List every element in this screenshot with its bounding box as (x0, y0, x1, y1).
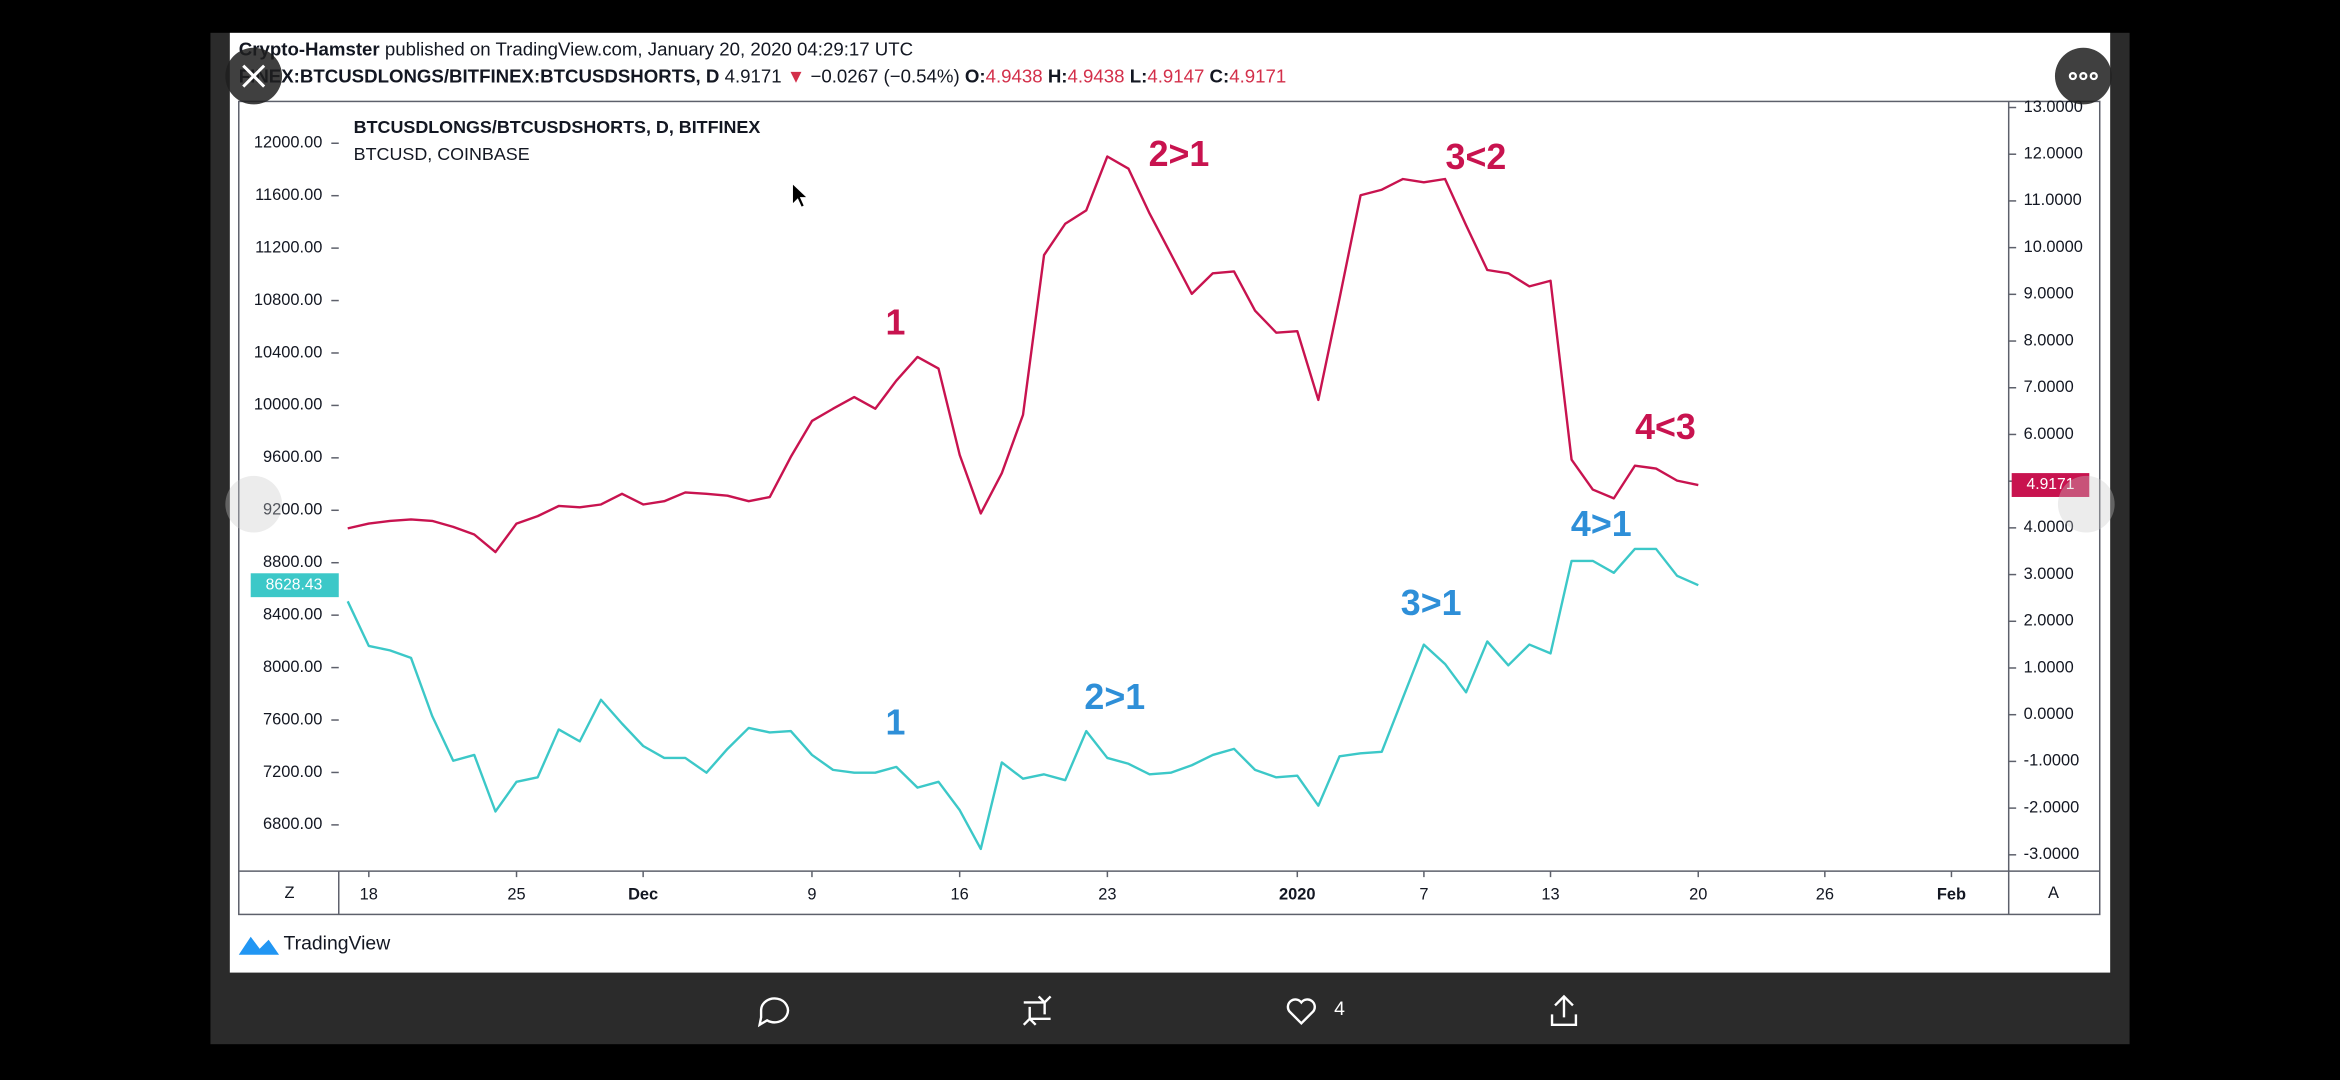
y-tick-label: 10800.00 (254, 291, 322, 309)
x-tick-label: 20 (1689, 885, 1707, 903)
price-tag (250, 573, 339, 598)
x-tick-label: 25 (507, 885, 525, 903)
symbol: FINEX:BTCUSDLONGS/BITFINEX:BTCUSDSHORTS,… (239, 65, 720, 86)
ohlc-value: 4.9147 (1147, 65, 1204, 86)
like-button[interactable] (1286, 998, 1316, 1026)
y-tick-label: 8000.00 (263, 658, 322, 676)
x-tick-label: 7 (1419, 885, 1428, 903)
annotation: 1 (885, 303, 905, 343)
retweet-button[interactable] (1022, 995, 1052, 1026)
y2-tick-label: 7.0000 (2024, 378, 2074, 396)
y-tick-label: 6800.00 (263, 815, 322, 833)
price-tag-label: 4.9171 (2027, 476, 2075, 493)
symbol-line: FINEX:BTCUSDLONGS/BITFINEX:BTCUSDSHORTS,… (239, 65, 1286, 86)
y2-tick-label: 8.0000 (2024, 331, 2074, 349)
brand: TradingView (284, 932, 392, 954)
x-tick-label: 16 (951, 885, 969, 903)
last: 4.9171 (725, 65, 782, 86)
more-button[interactable] (2054, 47, 2112, 105)
annotation: 2>1 (1084, 677, 1145, 717)
y-tick-label: 10000.00 (254, 396, 322, 414)
y-tick-label: 9600.00 (263, 448, 322, 466)
change: −0.0267 (−0.54%) (810, 65, 959, 86)
price-tag-label: 8628.43 (266, 576, 323, 593)
y2-tick-label: 11.0000 (2024, 191, 2082, 209)
x-tick-label: Dec (628, 885, 658, 903)
annotation: 1 (885, 702, 905, 742)
action-bar (757, 994, 1578, 1028)
more-icon (2068, 71, 2098, 81)
x-tick-label: 2020 (1279, 885, 1316, 903)
ohlc-label: C: (1210, 65, 1230, 86)
mouse-cursor (791, 182, 809, 209)
x-tick-label: 26 (1816, 885, 1834, 903)
x-tick-label: Feb (1937, 885, 1966, 903)
arrow: ▼ (787, 65, 805, 86)
ohlc-label: L: (1130, 65, 1148, 86)
series-line (347, 155, 1699, 554)
chart-frame (238, 100, 2101, 916)
series-line (346, 547, 1699, 851)
x-tick-label: 23 (1098, 885, 1116, 903)
y-tick-label: 9200.00 (263, 501, 322, 519)
annotation: 3>1 (1401, 583, 1462, 623)
annotation: 3<2 (1446, 137, 1507, 177)
y2-tick-label: 4.0000 (2024, 518, 2074, 536)
x-tick-label: 18 (360, 885, 378, 903)
annotation: 2>1 (1149, 134, 1210, 174)
author: Crypto-Hamster (239, 39, 380, 60)
y2-tick-label: -2.0000 (2024, 798, 2080, 816)
y2-tick-label: 10.0000 (2024, 238, 2083, 256)
frame-outer (238, 100, 2101, 916)
legend-entry: BTCUSD, COINBASE (354, 144, 530, 164)
x-tick-label: 13 (1541, 885, 1559, 903)
y2-tick-label: 6.0000 (2024, 425, 2074, 443)
y2-tick-label: -3.0000 (2024, 845, 2080, 863)
legend-entry: BTCUSDLONGS/BTCUSDSHORTS, D, BITFINEX (354, 117, 761, 137)
y-tick-label: 10400.00 (254, 343, 322, 361)
ohlc-label: H: (1048, 65, 1068, 86)
y2-tick-label: 2.0000 (2024, 612, 2074, 630)
plot: 12000.00 11600.00 11200.00 10800.00 10400.00… (250, 98, 2090, 903)
next-button[interactable] (2057, 475, 2115, 533)
reply-button[interactable] (757, 997, 790, 1028)
chart-image (229, 32, 2111, 973)
y2-tick-label: 12.0000 (2024, 145, 2083, 163)
price-tag (2011, 473, 2090, 497)
y-tick-label: 11200.00 (255, 238, 322, 256)
published: published on TradingView.com, January 20… (385, 39, 913, 60)
annotation: 4<3 (1635, 407, 1696, 447)
ohlc-value: 4.9438 (986, 65, 1043, 86)
share-button[interactable] (1550, 994, 1578, 1026)
scale-button[interactable]: Z (284, 884, 294, 902)
ohlc-value: 4.9171 (1229, 65, 1286, 86)
brand-logo (238, 936, 280, 955)
y-tick-label: 8400.00 (263, 605, 322, 623)
x-tick-label: 9 (807, 885, 816, 903)
y2-tick-label: 3.0000 (2024, 565, 2074, 583)
y-tick-label: 7200.00 (263, 763, 322, 781)
y-tick-label: 7600.00 (263, 710, 322, 728)
prev-button[interactable] (225, 475, 283, 533)
close-icon (242, 64, 266, 88)
y-tick-label: 12000.00 (254, 134, 322, 152)
y2-tick-label: 9.0000 (2024, 285, 2074, 303)
y2-tick-label: 13.0000 (2024, 98, 2083, 116)
y-tick-label: 11600.00 (255, 186, 322, 204)
y2-tick-label: 0.0000 (2024, 705, 2074, 723)
ohlc-value: 4.9438 (1068, 65, 1125, 86)
scale-button[interactable]: A (2048, 884, 2059, 902)
ohlc-label: O: (965, 65, 986, 86)
y2-tick-label: 1.0000 (2024, 658, 2074, 676)
y-tick-label: 8800.00 (263, 553, 322, 571)
y2-tick-label: -1.0000 (2024, 752, 2080, 770)
annotation: 4>1 (1571, 504, 1632, 544)
publish-line: Crypto-Hamster published on TradingView.… (239, 39, 913, 60)
like-count: 4 (1334, 998, 1345, 1020)
